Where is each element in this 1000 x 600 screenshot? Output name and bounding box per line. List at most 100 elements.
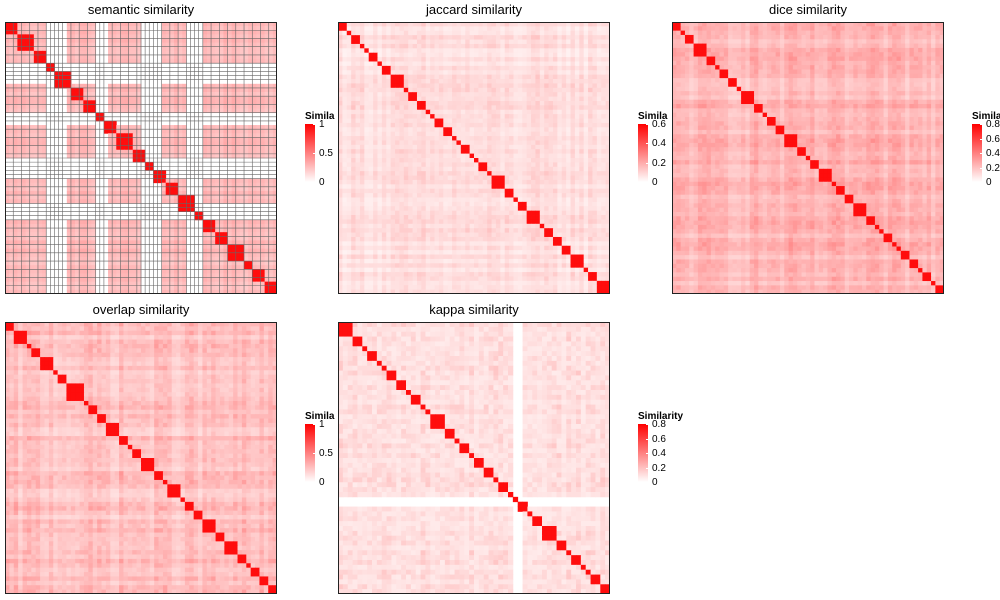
heatmap-cell [136, 145, 142, 151]
heatmap-cell [79, 125, 84, 130]
heatmap-cell [244, 153, 249, 159]
heatmap-cell [447, 188, 453, 194]
heatmap-cell [235, 223, 241, 229]
heatmap-cell [75, 244, 80, 250]
heatmap-cell [487, 105, 492, 111]
heatmap-cell [434, 83, 440, 89]
heatmap-cell [377, 136, 383, 141]
heatmap-cell [452, 105, 457, 111]
heatmap-cell [368, 70, 374, 76]
heatmap-cell [219, 87, 224, 93]
heatmap-cell [390, 92, 396, 97]
heatmap-cell [346, 48, 352, 54]
heatmap-cell [601, 118, 607, 124]
heatmap-cell [513, 114, 519, 119]
heatmap-cell [456, 87, 462, 93]
heatmap-cell [33, 149, 39, 155]
heatmap-cell [42, 50, 47, 56]
heatmap-cell [416, 30, 422, 36]
heatmap-cell [504, 162, 510, 168]
heatmap-cell [465, 162, 471, 168]
heatmap-cell [75, 87, 80, 93]
heatmap-cell [390, 131, 396, 137]
heatmap-cell [54, 79, 59, 85]
heatmap-cell [108, 96, 113, 101]
heatmap-cell [425, 83, 431, 89]
heatmap-cell [9, 100, 14, 105]
heatmap-cell [425, 79, 431, 84]
heatmap-cell [373, 96, 378, 102]
heatmap-cell [500, 175, 506, 181]
heatmap-cell [244, 256, 249, 262]
heatmap-cell [579, 166, 585, 172]
heatmap-cell [87, 269, 92, 274]
heatmap-cell [368, 100, 374, 106]
heatmap-cell [219, 269, 224, 274]
heatmap-cell [482, 30, 488, 36]
heatmap-cell [368, 114, 374, 119]
heatmap-cell [244, 265, 249, 270]
heatmap-cell [235, 83, 241, 89]
heatmap-cell [500, 122, 506, 128]
heatmap-cell [91, 285, 97, 291]
heatmap-cell [535, 136, 541, 141]
heatmap-cell [66, 285, 72, 291]
heatmap-cell [66, 129, 72, 134]
heatmap-cell [399, 158, 405, 163]
heatmap-cell [482, 131, 488, 137]
heatmap-cell [161, 42, 167, 48]
heatmap-cell [373, 136, 378, 141]
heatmap-cell [223, 195, 228, 200]
heatmap-cell [548, 61, 554, 67]
heatmap-cell [268, 104, 274, 109]
heatmap-cell [522, 83, 528, 89]
heatmap-cell [21, 149, 26, 155]
heatmap-cell [116, 232, 121, 237]
heatmap-cell [116, 104, 121, 109]
heatmap-cell [112, 240, 117, 245]
heatmap-cell [108, 50, 113, 56]
heatmap-cell [264, 228, 270, 233]
heatmap-cell [566, 188, 571, 194]
heatmap-cell [231, 228, 237, 233]
heatmap-cell [416, 43, 422, 49]
heatmap-cell [13, 59, 18, 64]
heatmap-cell [522, 43, 528, 49]
heatmap-cell [487, 188, 492, 194]
heatmap-cell [227, 289, 233, 294]
heatmap-cell [141, 153, 146, 159]
heatmap-cell [469, 83, 475, 89]
heatmap-cell [509, 48, 514, 54]
heatmap-cell [561, 57, 567, 62]
heatmap-cell [566, 114, 571, 119]
heatmap-cell [513, 144, 519, 150]
heatmap-cell [264, 42, 270, 48]
heatmap-cell [42, 141, 47, 147]
heatmap-cell [29, 228, 35, 233]
heatmap-cell [469, 127, 475, 133]
heatmap-cell [136, 50, 142, 56]
heatmap-cell [21, 195, 26, 200]
heatmap-cell [161, 236, 167, 241]
heatmap-cell [588, 131, 593, 137]
heatmap-cell [42, 59, 47, 64]
heatmap-cell [430, 114, 435, 119]
heatmap-cell [421, 122, 427, 128]
heatmap-cell [248, 38, 253, 43]
heatmap-cell [165, 54, 171, 60]
heatmap-cell [66, 133, 72, 138]
heatmap-cell [596, 83, 602, 89]
heatmap-cell [377, 43, 383, 49]
heatmap-cell [364, 153, 370, 159]
heatmap-cell [5, 190, 10, 196]
heatmap-cell [13, 42, 18, 48]
heatmap-cell [25, 186, 31, 192]
heatmap-cell [478, 100, 484, 106]
heatmap-cell [574, 65, 580, 71]
heatmap-cell [416, 39, 422, 45]
heatmap-cell [173, 50, 179, 56]
heatmap-cell [272, 30, 277, 35]
heatmap-cell [601, 109, 607, 115]
heatmap-cell [136, 158, 142, 163]
heatmap-cell [202, 149, 208, 155]
